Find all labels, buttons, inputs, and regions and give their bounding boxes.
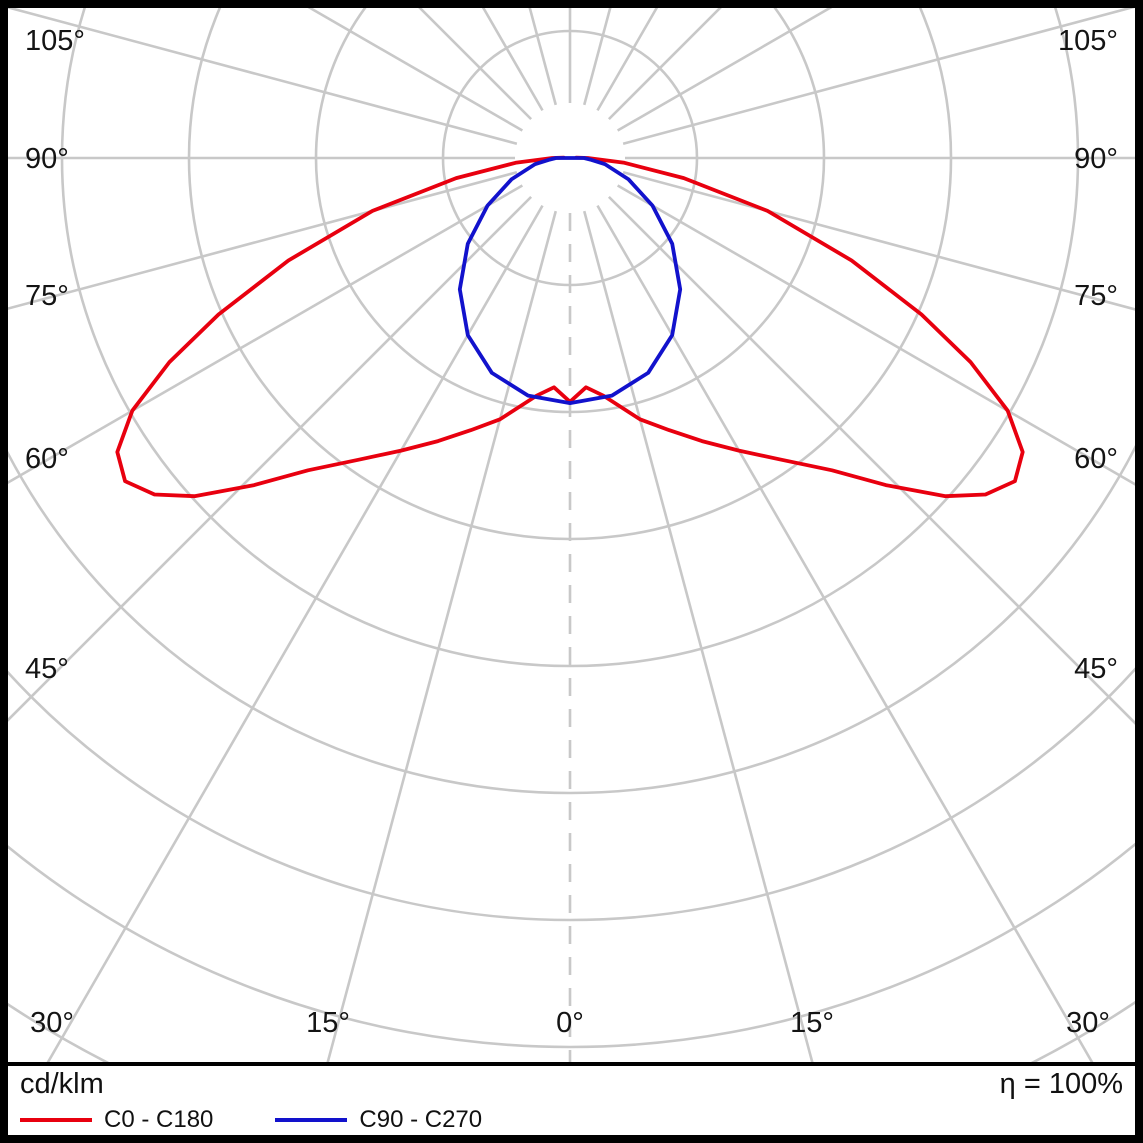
legend-label-c0-c180: C0 - C180	[104, 1106, 214, 1133]
grid-ring-7	[8, 842, 1135, 1049]
grid-spoke-195deg	[528, 8, 558, 106]
angle-label-left-0: 105°	[25, 25, 85, 57]
angle-label-right-3: 60°	[1074, 443, 1118, 475]
grid-spoke-105deg	[622, 8, 1135, 146]
grid-spoke-60deg	[616, 184, 1135, 486]
grid-spoke-75deg	[622, 170, 1135, 311]
grid-ring-8	[8, 1000, 1135, 1062]
grid-spoke-15deg	[582, 210, 814, 1062]
efficiency-label: η = 100%	[999, 1068, 1123, 1100]
legend-top-row: cd/klm η = 100%	[8, 1066, 1135, 1101]
angle-label-right-4: 45°	[1074, 653, 1118, 685]
angle-label-bottom-3: 15°	[790, 1007, 834, 1039]
grid-spoke-255deg	[8, 8, 518, 146]
grid-spoke-300deg	[8, 184, 524, 484]
angle-label-right-1: 90°	[1074, 143, 1118, 175]
grid-spoke-30deg	[596, 204, 1094, 1062]
grid-spoke-120deg	[616, 8, 833, 132]
grid-spoke-345deg	[326, 210, 558, 1062]
angle-label-bottom-1: 15°	[306, 1007, 350, 1039]
legend-label-c90-c270: C90 - C270	[359, 1106, 483, 1133]
curve-c90-c270	[457, 156, 683, 405]
angle-label-left-4: 45°	[25, 653, 69, 685]
legend-swatch-c0-c180	[20, 1118, 92, 1122]
angle-label-left-1: 90°	[25, 143, 69, 175]
grid-spoke-285deg	[8, 170, 518, 310]
grid-ring-6	[8, 667, 1135, 922]
polar-plot-area: 105° 105° 90° 90° 75° 75° 60° 60° 45° 45° 30° 15° 0°…	[8, 8, 1135, 1062]
angle-label-left-2: 75°	[25, 280, 69, 312]
legend-item-c90-c270: C90 - C270	[275, 1106, 482, 1134]
angle-label-bottom-2: 0°	[556, 1007, 584, 1039]
legend-strip: cd/klm η = 100% C0 - C180 C90 - C270	[8, 1062, 1135, 1135]
angle-label-bottom-0: 30°	[30, 1007, 74, 1039]
unit-label: cd/klm	[20, 1068, 104, 1100]
polar-chart-svg: 105° 105° 90° 90° 75° 75° 60° 60° 45° 45° 30° 15° 0°…	[8, 8, 1135, 1062]
grid-spoke-315deg	[8, 195, 533, 722]
legend-item-c0-c180: C0 - C180	[20, 1106, 213, 1134]
grid-spoke-225deg	[418, 8, 533, 121]
grid-spoke-45deg	[607, 195, 1135, 725]
grid-spoke-330deg	[46, 204, 544, 1062]
angle-label-bottom-4: 30°	[1066, 1007, 1110, 1039]
legend-swatch-c90-c270	[275, 1118, 348, 1122]
grid-spoke-165deg	[582, 8, 612, 106]
angle-label-right-0: 105°	[1058, 25, 1118, 57]
legend-items-row: C0 - C180 C90 - C270	[8, 1101, 1135, 1134]
grid-spoke-240deg	[307, 8, 524, 132]
grid-ring-5	[8, 444, 1135, 795]
angle-label-left-3: 60°	[25, 443, 69, 475]
grid-spoke-135deg	[607, 8, 722, 121]
angle-label-right-2: 75°	[1074, 280, 1118, 312]
